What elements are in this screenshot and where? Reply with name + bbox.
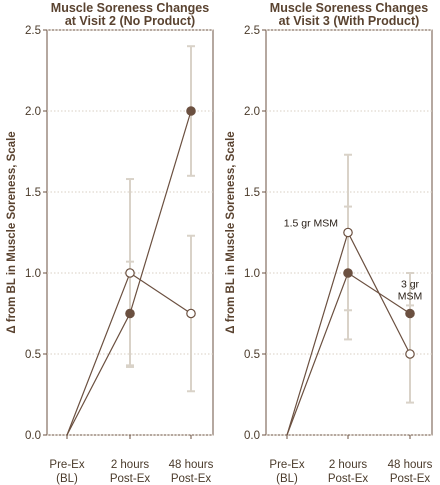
data-point-filled — [125, 308, 135, 319]
y-tick-label: 2.0 — [25, 106, 41, 118]
x-tick-label: Pre-Ex — [269, 459, 304, 471]
chart-title-line: at Visit 2 (No Product) — [65, 14, 195, 28]
y-tick-label: 0.5 — [244, 349, 260, 361]
chart-title-line: at Visit 3 (With Product) — [279, 14, 420, 28]
chart-title-line: Muscle Soreness Changes — [51, 1, 209, 15]
x-tick-label: 2 hours — [329, 459, 368, 471]
x-tick-label: Post-Ex — [171, 473, 212, 485]
y-tick-label: 1.0 — [244, 268, 260, 280]
x-tick-label: 48 hours — [388, 459, 433, 471]
y-tick-label: 1.0 — [25, 268, 41, 280]
annotation: 3 gr — [401, 279, 420, 291]
y-tick-label: 2.5 — [25, 25, 41, 37]
x-tick-label: Post-Ex — [328, 473, 369, 485]
y-tick-label: 0.0 — [25, 430, 41, 442]
y-tick-label: 2.0 — [244, 106, 260, 118]
y-tick-label: 0.0 — [244, 430, 260, 442]
data-point-open — [405, 349, 415, 359]
plot-frame — [265, 29, 433, 436]
x-tick-label: Post-Ex — [390, 473, 431, 485]
y-axis-label: Δ from BL in Muscle Soreness, Scale — [225, 131, 237, 333]
data-point-open — [343, 227, 353, 238]
annotation: MSM — [398, 291, 423, 303]
y-tick-label: 1.5 — [244, 187, 260, 199]
x-tick-label: (BL) — [276, 473, 298, 485]
data-point-open — [125, 268, 135, 278]
data-point-filled — [186, 106, 196, 116]
data-point-open — [186, 308, 196, 319]
x-tick-label: Post-Ex — [110, 473, 151, 485]
y-tick-label: 2.5 — [244, 25, 260, 37]
data-point-filled — [343, 268, 353, 278]
y-axis-label: Δ from BL in Muscle Soreness, Scale — [6, 131, 18, 333]
chart-title-line: Muscle Soreness Changes — [270, 1, 428, 15]
y-tick-label: 1.5 — [25, 187, 41, 199]
annotation: 1.5 gr MSM — [284, 218, 338, 230]
x-tick-label: 48 hours — [169, 459, 214, 471]
data-point-filled — [405, 308, 415, 319]
x-tick-label: (BL) — [56, 473, 78, 485]
x-tick-label: Pre-Ex — [49, 459, 84, 471]
x-tick-label: 2 hours — [111, 459, 150, 471]
y-tick-label: 0.5 — [25, 349, 41, 361]
